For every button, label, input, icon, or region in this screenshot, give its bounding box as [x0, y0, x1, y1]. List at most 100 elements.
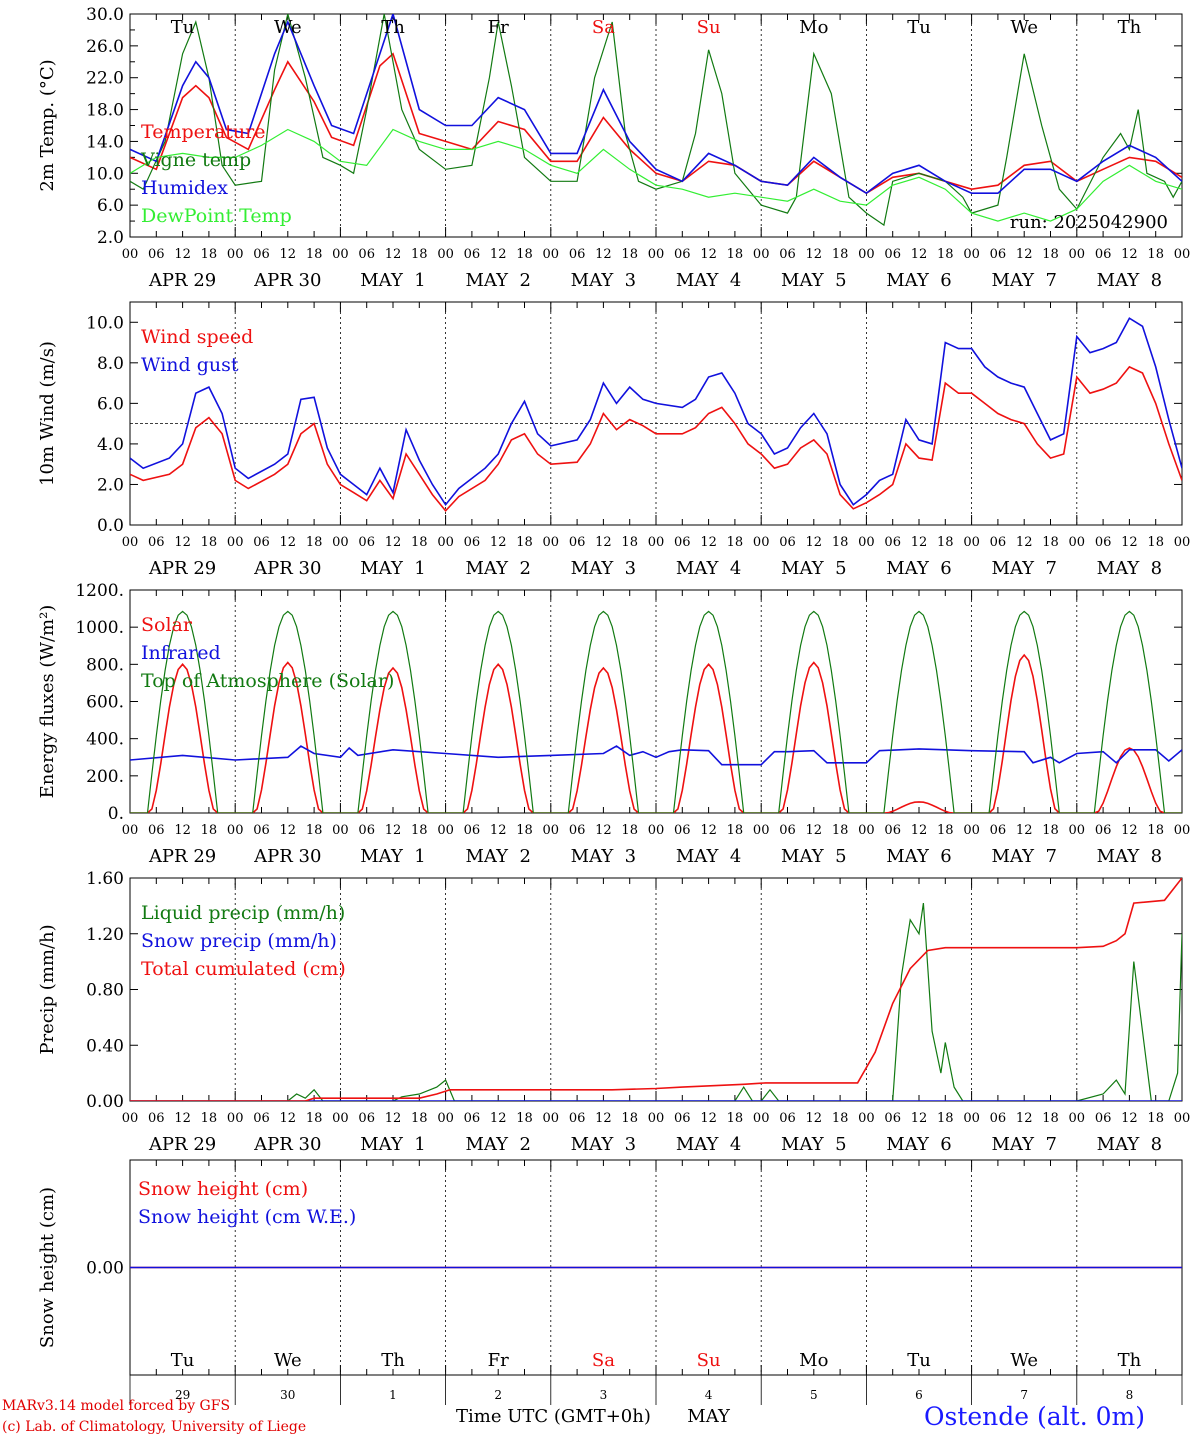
hour-tick-label: 12: [595, 247, 612, 262]
date-label: MAY 2: [465, 270, 530, 291]
date-label: MAY 8: [1097, 846, 1162, 867]
hour-tick-label: 12: [700, 823, 717, 838]
series-wind-gust: [130, 317, 1182, 507]
hour-tick-label: 12: [700, 535, 717, 550]
day-of-week-label: We: [1010, 1350, 1038, 1371]
day-of-week-label: Th: [1118, 17, 1142, 38]
day-of-week-label: We: [1010, 17, 1038, 38]
hour-tick-label: 00: [963, 535, 980, 550]
y-axis-title: Energy fluxes (W/m²): [37, 605, 58, 799]
hour-tick-label: 12: [806, 1111, 823, 1126]
panel-4: 0.00 0.40 0.80 1.20 1.60 Precip (mm/h) Liquid …: [37, 869, 1190, 1155]
hour-tick-label: 12: [490, 247, 507, 262]
hour-tick-label: 18: [727, 535, 744, 550]
date-label: APR 30: [253, 558, 321, 579]
hour-tick-label: 18: [937, 823, 954, 838]
hour-tick-label: 06: [674, 1111, 691, 1126]
hour-tick-label: 06: [464, 823, 481, 838]
hour-tick-label: 18: [411, 535, 428, 550]
day-of-week-label: Tu: [171, 1350, 195, 1371]
hour-tick-label: 18: [621, 823, 638, 838]
hour-tick-label: 18: [516, 535, 533, 550]
date-label: MAY 4: [676, 1134, 741, 1155]
day-of-week-label: Fr: [488, 1350, 509, 1371]
hour-tick-label: 06: [148, 1111, 165, 1126]
hour-tick-label: 12: [1121, 247, 1138, 262]
date-label: MAY 2: [465, 846, 530, 867]
hour-tick-label: 12: [806, 247, 823, 262]
y-tick-label: 400.: [86, 730, 124, 750]
month-label: MAY: [687, 1406, 731, 1427]
y-tick-label: 1000.: [75, 618, 124, 638]
hour-tick-label: 00: [1174, 1111, 1191, 1126]
hour-tick-label: 18: [1147, 1111, 1164, 1126]
y-tick-label: 10.0: [86, 164, 124, 184]
y-tick-label: 600.: [86, 693, 124, 713]
hour-tick-label: 00: [1174, 823, 1191, 838]
date-label: MAY 8: [1097, 558, 1162, 579]
hour-tick-label: 06: [884, 535, 901, 550]
day-of-week-label: Mo: [799, 17, 828, 38]
hour-tick-label: 18: [516, 823, 533, 838]
hour-tick-label: 18: [937, 247, 954, 262]
date-label: MAY 2: [465, 1134, 530, 1155]
hour-tick-label: 06: [569, 247, 586, 262]
date-label: APR 29: [148, 270, 216, 291]
day-of-week-label: Fr: [488, 17, 509, 38]
hour-tick-label: 12: [806, 823, 823, 838]
day-of-week-label: Tu: [171, 17, 195, 38]
date-label: MAY 5: [781, 558, 846, 579]
day-number-label: 8: [1126, 1388, 1134, 1402]
hour-tick-label: 00: [437, 247, 454, 262]
hour-tick-label: 00: [437, 535, 454, 550]
model-credit: MARv3.14 model forced by GFS: [2, 1398, 231, 1414]
hour-tick-label: 00: [227, 1111, 244, 1126]
hour-tick-label: 12: [385, 823, 402, 838]
hour-tick-label: 12: [1016, 535, 1033, 550]
hour-tick-label: 18: [621, 535, 638, 550]
date-label: MAY 6: [886, 1134, 951, 1155]
hour-tick-label: 06: [1095, 1111, 1112, 1126]
series-humidex: [130, 14, 1182, 195]
y-axis-title: Snow height (cm): [37, 1187, 58, 1348]
hour-tick-label: 00: [122, 823, 139, 838]
hour-tick-label: 06: [990, 535, 1007, 550]
time-axis-label: Time UTC (GMT+0h): [456, 1406, 651, 1427]
y-tick-label: 1.20: [86, 925, 124, 945]
hour-tick-label: 12: [911, 247, 928, 262]
date-label: MAY 6: [886, 558, 951, 579]
y-tick-label: 14.0: [86, 132, 124, 152]
legend-entry: Infrared: [141, 642, 221, 664]
hour-tick-label: 06: [253, 1111, 270, 1126]
hour-tick-label: 18: [727, 823, 744, 838]
hour-tick-label: 12: [700, 1111, 717, 1126]
hour-tick-label: 00: [648, 823, 665, 838]
lab-credit: (c) Lab. of Climatology, University of L…: [2, 1419, 307, 1435]
hour-tick-label: 06: [779, 1111, 796, 1126]
hour-tick-label: 12: [1016, 247, 1033, 262]
date-label: MAY 2: [465, 558, 530, 579]
hour-tick-label: 00: [753, 535, 770, 550]
hour-tick-label: 18: [306, 247, 323, 262]
hour-tick-label: 06: [253, 535, 270, 550]
hour-tick-label: 18: [937, 535, 954, 550]
hour-tick-label: 12: [595, 535, 612, 550]
series-wind-speed: [130, 365, 1182, 513]
hour-tick-label: 00: [437, 1111, 454, 1126]
day-of-week-label: Su: [697, 1350, 721, 1371]
legend-entry: Solar: [141, 614, 193, 636]
panel-3: 0. 200. 400. 600. 800. 1000. 1200. Energy fluxe…: [37, 581, 1190, 867]
hour-tick-label: 12: [1016, 823, 1033, 838]
hour-tick-label: 00: [543, 1111, 560, 1126]
hour-tick-label: 12: [174, 247, 191, 262]
date-label: MAY 7: [991, 558, 1056, 579]
day-of-week-label: Tu: [907, 1350, 931, 1371]
day-number-label: 2: [494, 1388, 502, 1402]
hour-tick-label: 00: [227, 823, 244, 838]
hour-tick-label: 12: [174, 1111, 191, 1126]
legend-entry: DewPoint Temp: [141, 205, 292, 227]
date-label: MAY 3: [571, 558, 636, 579]
series-solar: [130, 653, 1182, 813]
y-tick-label: 0.00: [86, 1259, 124, 1279]
hour-tick-label: 06: [464, 535, 481, 550]
